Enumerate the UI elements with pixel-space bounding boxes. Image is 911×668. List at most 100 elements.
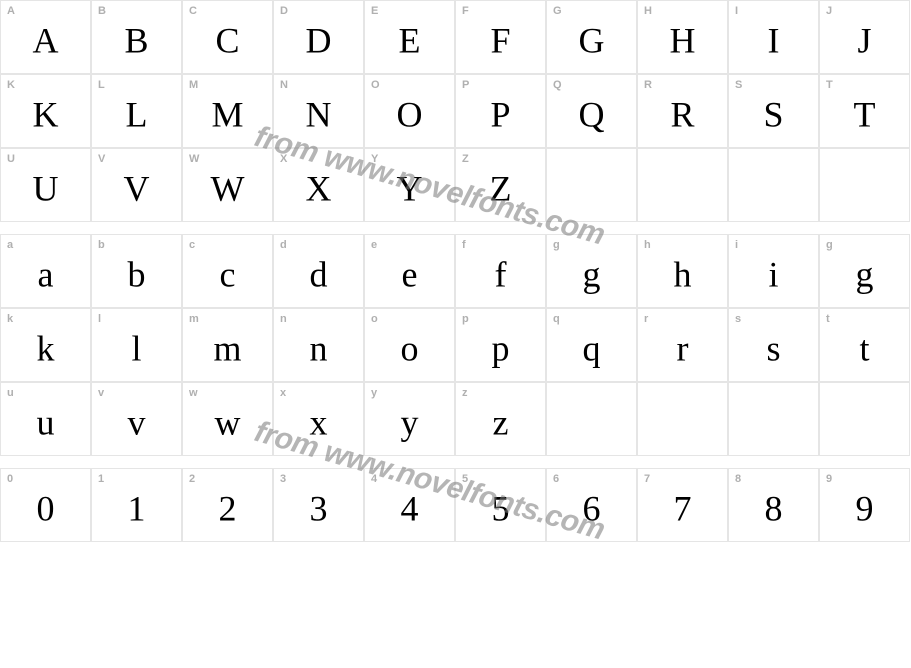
glyph-cell: JJ <box>819 0 910 74</box>
glyph-display: N <box>306 97 332 133</box>
glyph-display: m <box>213 331 241 367</box>
glyph-row: uuvvwwxxyyzz <box>0 382 911 456</box>
key-label: I <box>735 5 738 17</box>
key-label: X <box>280 153 287 165</box>
glyph-cell: DD <box>273 0 364 74</box>
key-label: o <box>371 313 378 325</box>
glyph-cell: WW <box>182 148 273 222</box>
glyph-display: 4 <box>401 491 419 527</box>
glyph-cell: VV <box>91 148 182 222</box>
glyph-cell: AA <box>0 0 91 74</box>
glyph-cell: aa <box>0 234 91 308</box>
glyph-display: q <box>583 331 601 367</box>
glyph-cell: yy <box>364 382 455 456</box>
key-label: D <box>280 5 288 17</box>
glyph-cell: gg <box>819 234 910 308</box>
glyph-cell: nn <box>273 308 364 382</box>
glyph-display: Y <box>397 171 423 207</box>
glyph-cell: tt <box>819 308 910 382</box>
glyph-cell: ii <box>728 234 819 308</box>
glyph-display: p <box>492 331 510 367</box>
key-label: w <box>189 387 198 399</box>
glyph-cell: oo <box>364 308 455 382</box>
glyph-cell: SS <box>728 74 819 148</box>
glyph-cell: FF <box>455 0 546 74</box>
glyph-display: D <box>306 23 332 59</box>
empty-cell <box>728 148 819 222</box>
glyph-display: w <box>215 405 241 441</box>
glyph-display: G <box>579 23 605 59</box>
key-label: S <box>735 79 742 91</box>
glyph-cell: LL <box>91 74 182 148</box>
glyph-cell: ee <box>364 234 455 308</box>
glyph-display: 1 <box>128 491 146 527</box>
glyph-cell: zz <box>455 382 546 456</box>
key-label: W <box>189 153 199 165</box>
key-label: u <box>7 387 14 399</box>
key-label: H <box>644 5 652 17</box>
empty-cell <box>819 382 910 456</box>
glyph-display: 2 <box>219 491 237 527</box>
glyph-cell: ff <box>455 234 546 308</box>
glyph-row: aabbccddeeffgghhiigg <box>0 234 911 308</box>
glyph-cell: uu <box>0 382 91 456</box>
glyph-display: R <box>670 97 694 133</box>
glyph-display: e <box>402 257 418 293</box>
glyph-cell: PP <box>455 74 546 148</box>
key-label: N <box>280 79 288 91</box>
glyph-cell: hh <box>637 234 728 308</box>
glyph-display: M <box>211 97 243 133</box>
glyph-display: n <box>310 331 328 367</box>
glyph-display: x <box>310 405 328 441</box>
glyph-display: I <box>768 23 780 59</box>
glyph-row: AABBCCDDEEFFGGHHIIJJ <box>0 0 911 74</box>
key-label: B <box>98 5 106 17</box>
glyph-display: k <box>37 331 55 367</box>
glyph-cell: rr <box>637 308 728 382</box>
glyph-cell: mm <box>182 308 273 382</box>
key-label: 3 <box>280 473 286 485</box>
glyph-display: W <box>211 171 245 207</box>
glyph-cell: RR <box>637 74 728 148</box>
section-lowercase: aabbccddeeffgghhiiggkkllmmnnooppqqrrsstt… <box>0 234 911 456</box>
key-label: 9 <box>826 473 832 485</box>
glyph-cell: ll <box>91 308 182 382</box>
empty-cell <box>637 148 728 222</box>
glyph-cell: UU <box>0 148 91 222</box>
glyph-display: o <box>401 331 419 367</box>
glyph-row: kkllmmnnooppqqrrsstt <box>0 308 911 382</box>
key-label: G <box>553 5 562 17</box>
glyph-cell: pp <box>455 308 546 382</box>
glyph-display: s <box>766 331 780 367</box>
glyph-display: 6 <box>583 491 601 527</box>
glyph-display: H <box>670 23 696 59</box>
key-label: m <box>189 313 199 325</box>
glyph-display: A <box>33 23 59 59</box>
key-label: Y <box>371 153 378 165</box>
glyph-display: a <box>38 257 54 293</box>
glyph-display: c <box>220 257 236 293</box>
glyph-cell: OO <box>364 74 455 148</box>
empty-cell <box>546 148 637 222</box>
key-label: P <box>462 79 469 91</box>
glyph-cell: 33 <box>273 468 364 542</box>
glyph-display: L <box>126 97 148 133</box>
key-label: Q <box>553 79 562 91</box>
glyph-display: z <box>493 405 509 441</box>
key-label: V <box>98 153 105 165</box>
key-label: c <box>189 239 195 251</box>
glyph-cell: bb <box>91 234 182 308</box>
key-label: z <box>462 387 468 399</box>
key-label: 1 <box>98 473 104 485</box>
glyph-cell: 88 <box>728 468 819 542</box>
glyph-cell: dd <box>273 234 364 308</box>
key-label: e <box>371 239 377 251</box>
glyph-cell: 00 <box>0 468 91 542</box>
key-label: i <box>735 239 738 251</box>
key-label: R <box>644 79 652 91</box>
glyph-cell: ss <box>728 308 819 382</box>
glyph-cell: kk <box>0 308 91 382</box>
glyph-cell: KK <box>0 74 91 148</box>
glyph-display: t <box>859 331 869 367</box>
glyph-cell: cc <box>182 234 273 308</box>
